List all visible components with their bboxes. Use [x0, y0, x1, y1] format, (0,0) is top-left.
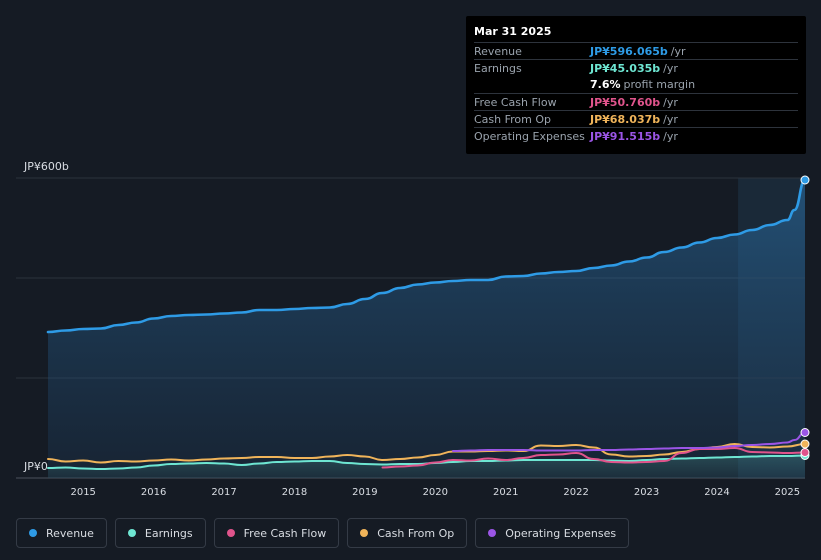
legend-item-free-cash-flow[interactable]: Free Cash Flow [213, 518, 340, 548]
x-tick-label: 2023 [634, 487, 659, 498]
tooltip: Mar 31 2025 Revenue JP¥596.065b /yr Earn… [466, 16, 806, 154]
tooltip-label: Revenue [474, 44, 522, 58]
chart: 2015 2016 2017 2018 2019 2020 2021 2022 2023 2024… [16, 175, 810, 498]
cash-from-op-line [47, 443, 806, 464]
tooltip-value: JP¥45.035b [590, 61, 661, 75]
legend-label: Free Cash Flow [243, 526, 327, 540]
tooltip-label: Free Cash Flow [474, 95, 557, 109]
tooltip-value: JP¥50.760b [590, 95, 661, 109]
legend-dot-icon [488, 529, 497, 537]
legend-item-earnings[interactable]: Earnings [114, 518, 206, 548]
tooltip-row-operating-expenses: Operating Expenses JP¥91.515b /yr [474, 127, 798, 144]
legend-item-revenue[interactable]: Revenue [16, 518, 107, 548]
x-tick-label: 2015 [70, 487, 95, 498]
tooltip-value: JP¥596.065b [590, 44, 668, 58]
legend-item-operating-expenses[interactable]: Operating Expenses [475, 518, 630, 548]
x-tick-label: 2022 [563, 487, 588, 498]
legend: Revenue Earnings Free Cash Flow Cash Fro… [16, 518, 630, 548]
legend-label: Revenue [46, 526, 94, 540]
legend-item-cash-from-op[interactable]: Cash From Op [347, 518, 468, 548]
legend-dot-icon [360, 529, 369, 537]
tooltip-label: Cash From Op [474, 112, 552, 126]
y-axis-bottom-label: JP¥0 [24, 460, 48, 473]
x-tick-label: 2020 [423, 487, 448, 498]
tooltip-row-earnings: Earnings JP¥45.035b /yr [474, 59, 798, 76]
legend-dot-icon [29, 529, 37, 537]
tooltip-unit: /yr [663, 95, 678, 109]
tooltip-date: Mar 31 2025 [474, 25, 552, 38]
x-tick-label: 2018 [282, 487, 307, 498]
tooltip-row-margin: 7.6% profit margin [474, 76, 798, 93]
legend-label: Operating Expenses [505, 526, 617, 540]
operating-expenses-line [451, 431, 806, 452]
legend-label: Earnings [144, 526, 193, 540]
x-tick-label: 2017 [211, 487, 236, 498]
tooltip-unit: /yr [670, 44, 686, 58]
x-tick-label: 2019 [352, 487, 377, 498]
revenue-line [46, 178, 807, 334]
x-tick-label: 2021 [493, 487, 518, 498]
tooltip-row-free-cash-flow: Free Cash Flow JP¥50.760b /yr [474, 93, 798, 110]
legend-dot-icon [127, 529, 136, 537]
tooltip-unit: /yr [663, 61, 678, 75]
cash-from-op-endpoint [800, 439, 810, 449]
legend-label: Cash From Op [377, 526, 455, 540]
free-cash-flow-line [381, 447, 806, 469]
tooltip-label: Operating Expenses [474, 129, 585, 143]
x-tick-label: 2024 [704, 487, 729, 498]
revenue-endpoint [800, 175, 810, 185]
x-tick-label: 2025 [775, 487, 800, 498]
tooltip-label: Earnings [474, 61, 522, 75]
tooltip-value: 7.6% [590, 78, 621, 91]
x-tick-label: 2016 [141, 487, 166, 498]
tooltip-value: JP¥91.515b [590, 129, 661, 143]
tooltip-row-revenue: Revenue JP¥596.065b /yr [474, 42, 798, 59]
legend-dot-icon [226, 529, 235, 537]
tooltip-unit: /yr [663, 112, 678, 126]
y-axis-top-label: JP¥600b [24, 160, 69, 173]
tooltip-unit: profit margin [623, 78, 696, 91]
revenue-area [48, 180, 805, 478]
tooltip-value: JP¥68.037b [590, 112, 661, 126]
tooltip-unit: /yr [663, 129, 678, 143]
operating-expenses-endpoint [800, 428, 810, 437]
free-cash-flow-endpoint [800, 448, 810, 457]
tooltip-row-cash-from-op: Cash From Op JP¥68.037b /yr [474, 110, 798, 127]
